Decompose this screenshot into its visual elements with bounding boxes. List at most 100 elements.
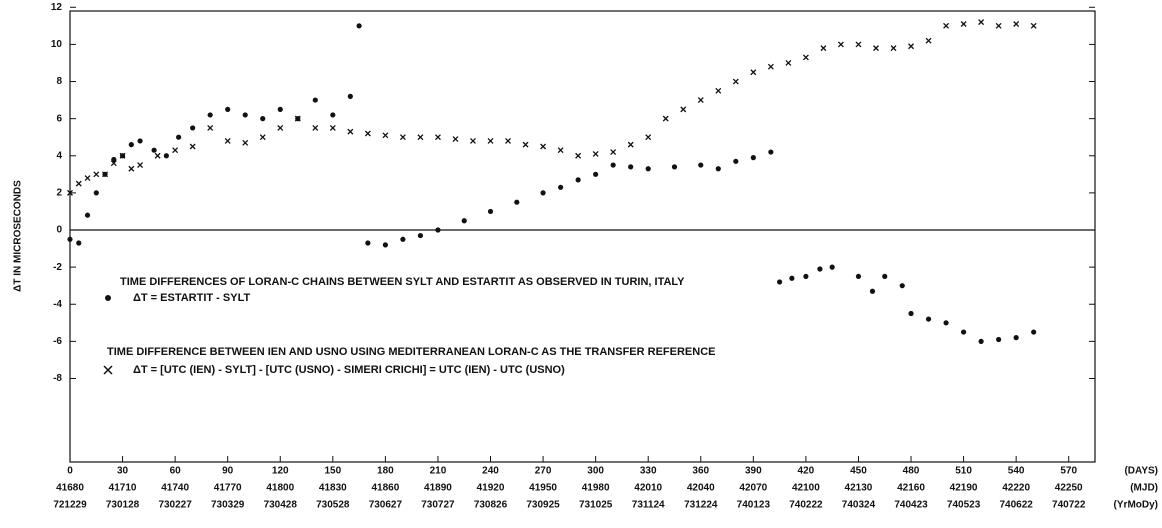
dot-point bbox=[869, 288, 876, 294]
x-tick-label: 90 bbox=[222, 466, 234, 477]
dot-point bbox=[855, 273, 862, 280]
x-tick-label-mjd: 42130 bbox=[845, 483, 873, 494]
x-tick-label-mjd: 42010 bbox=[634, 483, 662, 494]
dot-point bbox=[943, 320, 949, 326]
dot-point bbox=[242, 112, 248, 118]
y-tick-label: 10 bbox=[51, 39, 63, 50]
dot-point bbox=[960, 329, 967, 335]
x-tick-label-mjd: 42160 bbox=[897, 483, 925, 494]
y-tick-label: -4 bbox=[53, 299, 62, 310]
cross-point bbox=[978, 19, 985, 26]
cross-point bbox=[575, 152, 582, 159]
legend-label: ΔT = [UTC (IEN) - SYLT] - [UTC (USNO) - … bbox=[133, 364, 565, 376]
x-tick-label-mjd: 41980 bbox=[582, 483, 610, 494]
dot-point bbox=[1013, 335, 1019, 341]
x-tick-label-date: 731124 bbox=[632, 500, 665, 511]
dot-point bbox=[435, 227, 441, 233]
x-tick-label-date: 730727 bbox=[421, 500, 455, 511]
dot-point bbox=[645, 166, 651, 172]
x-tick-label-mjd: 41890 bbox=[424, 483, 452, 494]
dot-point bbox=[1031, 329, 1037, 335]
cross-point bbox=[452, 136, 459, 143]
cross-point bbox=[908, 43, 914, 50]
dot-point bbox=[330, 112, 336, 118]
cross-point bbox=[364, 130, 371, 137]
dot-point bbox=[225, 106, 231, 112]
dot-point bbox=[789, 275, 795, 281]
cross-point bbox=[189, 143, 196, 150]
x-unit-label: (MJD) bbox=[1130, 483, 1158, 494]
dot-point bbox=[628, 164, 634, 170]
x-tick-label: 300 bbox=[587, 466, 604, 477]
cross-point bbox=[277, 124, 284, 131]
x-tick-label-mjd: 41950 bbox=[529, 483, 557, 494]
cross-point bbox=[995, 22, 1002, 29]
cross-point bbox=[399, 134, 406, 141]
x-tick-label-date: 731025 bbox=[579, 500, 613, 511]
cross-point bbox=[172, 147, 179, 154]
cross-point bbox=[785, 60, 792, 66]
x-tick-label: 450 bbox=[850, 466, 867, 477]
x-tick-label-date: 730627 bbox=[369, 500, 403, 511]
dot-point bbox=[899, 283, 905, 289]
dot-point bbox=[76, 240, 82, 246]
cross-point bbox=[470, 137, 476, 144]
dot-point bbox=[151, 147, 157, 153]
cross-point bbox=[207, 124, 214, 131]
cross-point bbox=[93, 171, 100, 178]
dot-point bbox=[715, 166, 721, 172]
cross-point bbox=[557, 147, 564, 154]
annotation: TIME DIFFERENCES OF LORAN-C CHAINS BETWE… bbox=[120, 276, 685, 288]
x-tick-label: 480 bbox=[903, 466, 920, 477]
dot-point bbox=[277, 106, 283, 112]
cross-point bbox=[540, 143, 547, 150]
x-tick-label-date: 730428 bbox=[264, 500, 298, 511]
x-tick-label-date: 730128 bbox=[106, 500, 140, 511]
cross-point bbox=[84, 175, 91, 181]
x-tick-label-mjd: 42250 bbox=[1055, 483, 1083, 494]
cross-point bbox=[837, 41, 844, 48]
x-tick-label: 390 bbox=[745, 466, 762, 477]
plot-frame bbox=[69, 10, 1096, 463]
dot-point bbox=[347, 93, 353, 99]
x-tick-label-date: 740423 bbox=[894, 500, 928, 511]
dot-point bbox=[996, 336, 1002, 343]
cross-point bbox=[1013, 21, 1020, 27]
x-tick-label: 180 bbox=[377, 466, 394, 477]
cross-point bbox=[890, 45, 897, 52]
x-tick-label-date: 740622 bbox=[999, 500, 1033, 511]
x-tick-label-mjd: 41920 bbox=[477, 483, 505, 494]
y-tick-label: 12 bbox=[51, 2, 63, 13]
x-tick-label-mjd: 42190 bbox=[950, 483, 978, 494]
dot-point bbox=[111, 156, 117, 163]
cross-point bbox=[259, 134, 266, 141]
dot-point bbox=[829, 264, 835, 270]
dot-point bbox=[540, 190, 546, 196]
dot-point bbox=[593, 171, 599, 177]
y-tick-label: 6 bbox=[56, 113, 62, 124]
cross-point bbox=[347, 128, 354, 135]
y-tick-label: -6 bbox=[53, 336, 62, 347]
dot-point bbox=[925, 316, 932, 322]
x-tick-label-mjd: 41830 bbox=[319, 483, 347, 494]
cross-point bbox=[154, 152, 161, 159]
dot-point bbox=[176, 134, 182, 140]
x-tick-label: 240 bbox=[482, 466, 499, 477]
dot-point bbox=[190, 125, 196, 131]
cross-point bbox=[715, 87, 722, 94]
x-tick-label-date: 730925 bbox=[526, 500, 560, 511]
cross-point bbox=[645, 134, 652, 141]
y-tick-label: -2 bbox=[53, 262, 62, 273]
cross-point bbox=[610, 149, 617, 156]
dot-point bbox=[207, 112, 213, 118]
legend-marker bbox=[105, 295, 111, 301]
dot-point bbox=[260, 116, 266, 122]
cross-point bbox=[802, 54, 809, 61]
x-tick-label-date: 730227 bbox=[158, 500, 192, 511]
dot-point bbox=[84, 212, 91, 218]
cross-point bbox=[119, 152, 126, 159]
cross-point bbox=[732, 78, 739, 85]
cross-point bbox=[417, 134, 424, 141]
dot-point bbox=[882, 273, 888, 280]
x-tick-label: 150 bbox=[324, 466, 341, 477]
